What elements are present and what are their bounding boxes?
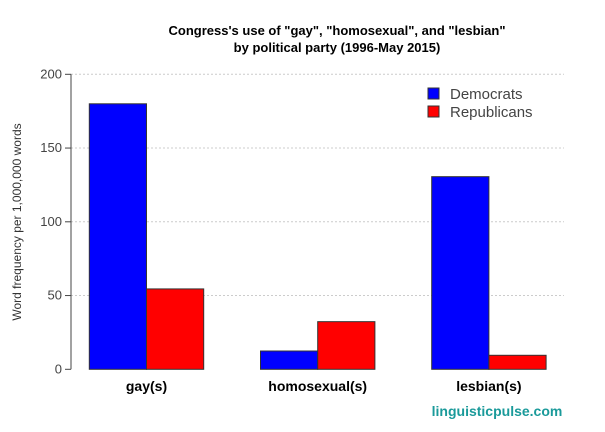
bar-democrats-2 — [431, 176, 490, 370]
legend-label-democrats: Democrats — [450, 86, 523, 103]
bar-republicans-2 — [488, 354, 547, 370]
legend-swatch-democrats — [427, 87, 440, 100]
y-tick-label: 100 — [40, 214, 62, 229]
bar-democrats-1 — [260, 350, 319, 370]
bar-republicans-0 — [146, 288, 205, 370]
y-axis-label: Word frequency per 1,000,000 words — [10, 123, 24, 320]
chart-title: Congress's use of "gay", "homosexual", a… — [169, 23, 506, 38]
legend-swatch-republicans — [427, 105, 440, 118]
credit-link[interactable]: linguisticpulse.com — [432, 403, 563, 419]
x-category-label: gay(s) — [126, 378, 167, 394]
y-tick-label: 200 — [40, 66, 62, 81]
legend: Democrats Republicans — [427, 86, 533, 121]
legend-label-republicans: Republicans — [450, 104, 533, 121]
y-tick-label: 150 — [40, 140, 62, 155]
x-category-label: lesbian(s) — [456, 378, 521, 394]
x-category-label: homosexual(s) — [268, 378, 367, 394]
y-tick-label: 0 — [55, 361, 62, 376]
chart-subtitle: by political party (1996-May 2015) — [234, 40, 441, 55]
bar-republicans-1 — [317, 321, 376, 370]
bar-democrats-0 — [88, 103, 148, 370]
y-tick-label: 50 — [48, 288, 62, 303]
